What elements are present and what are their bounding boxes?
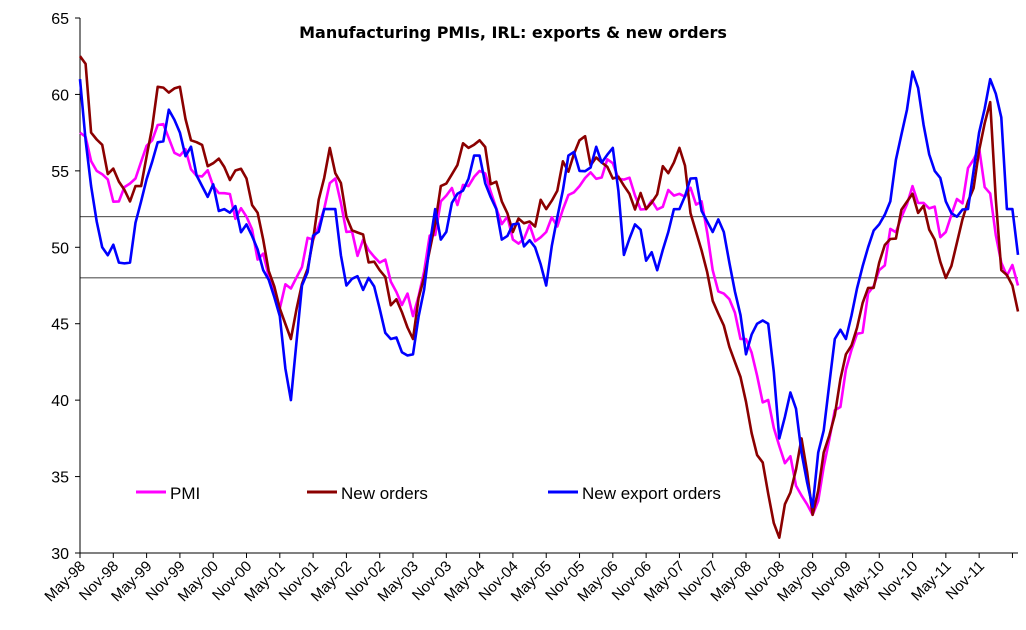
legend-label-new-export-orders: New export orders — [582, 484, 721, 503]
y-tick-label: 35 — [51, 470, 69, 487]
series-line-new-export-orders — [78, 70, 1020, 509]
y-tick-label: 30 — [51, 546, 69, 563]
chart-title: Manufacturing PMIs, IRL: exports & new o… — [299, 23, 727, 42]
y-tick-label: 60 — [51, 87, 69, 104]
legend: PMI New orders New export orders — [136, 484, 721, 503]
legend-label-pmi: PMI — [170, 484, 200, 503]
series-line-new-orders — [78, 55, 1020, 539]
y-tick-label: 40 — [51, 393, 69, 410]
y-tick-label: 50 — [51, 240, 69, 257]
series-line-pmi — [79, 122, 1020, 517]
legend-label-new-orders: New orders — [341, 484, 428, 503]
y-tick-label: 55 — [51, 164, 69, 181]
y-tick-label: 45 — [51, 317, 69, 334]
y-tick-label: 65 — [51, 11, 69, 28]
